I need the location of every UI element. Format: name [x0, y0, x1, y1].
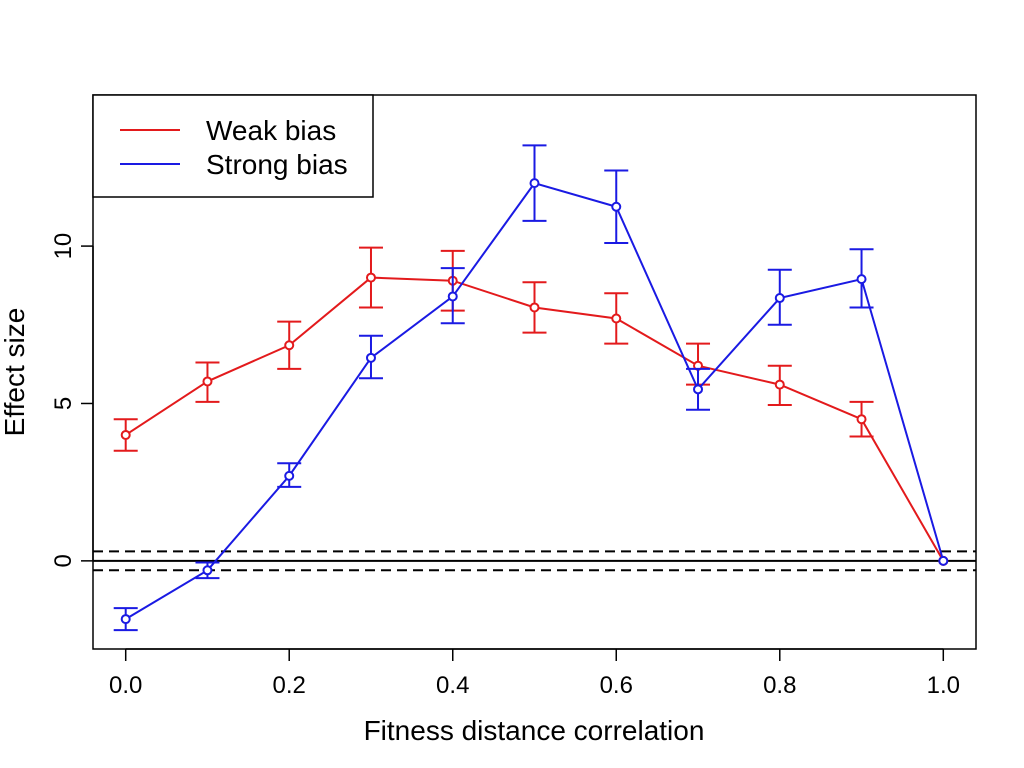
x-tick-label-3: 0.6 — [600, 672, 633, 699]
data-point-s0-5 — [529, 302, 540, 313]
data-point-s1-10 — [938, 555, 949, 566]
data-point-s1-8 — [774, 293, 785, 304]
x-tick-label-2: 0.4 — [436, 672, 469, 699]
axes-layer: 0.0 0.2 0.4 0.6 0.8 1.0 0 5 10 — [50, 233, 960, 699]
legend-box — [92, 94, 374, 198]
data-point-s0-0 — [120, 429, 131, 440]
y-tick-label-1: 5 — [50, 397, 77, 410]
data-point-s0-8 — [774, 379, 785, 390]
y-tick-label-2: 10 — [50, 233, 77, 260]
data-point-s1-7 — [693, 384, 704, 395]
data-point-s1-6 — [611, 201, 622, 212]
y-axis-title: Effect size — [0, 308, 30, 437]
data-point-s0-3 — [365, 272, 376, 283]
data-point-s1-0 — [120, 614, 131, 625]
plot-layer — [93, 144, 976, 632]
data-point-s1-5 — [529, 178, 540, 189]
y-tick-label-0: 0 — [50, 554, 77, 567]
data-point-s0-6 — [611, 313, 622, 324]
data-point-s1-9 — [856, 274, 867, 285]
x-tick-label-5: 1.0 — [927, 672, 960, 699]
legend-label-1: Strong bias — [206, 149, 348, 180]
data-point-s0-9 — [856, 414, 867, 425]
data-point-s1-4 — [447, 291, 458, 302]
data-point-s0-1 — [202, 376, 213, 387]
x-tick-label-0: 0.0 — [109, 672, 142, 699]
x-tick-label-1: 0.2 — [273, 672, 306, 699]
legend-label-0: Weak bias — [206, 115, 336, 146]
data-point-s1-3 — [365, 352, 376, 363]
data-point-s1-1 — [202, 565, 213, 576]
x-tick-label-4: 0.8 — [763, 672, 796, 699]
data-point-s0-2 — [284, 340, 295, 351]
x-axis-title: Fitness distance correlation — [364, 715, 705, 746]
data-point-s1-2 — [284, 470, 295, 481]
